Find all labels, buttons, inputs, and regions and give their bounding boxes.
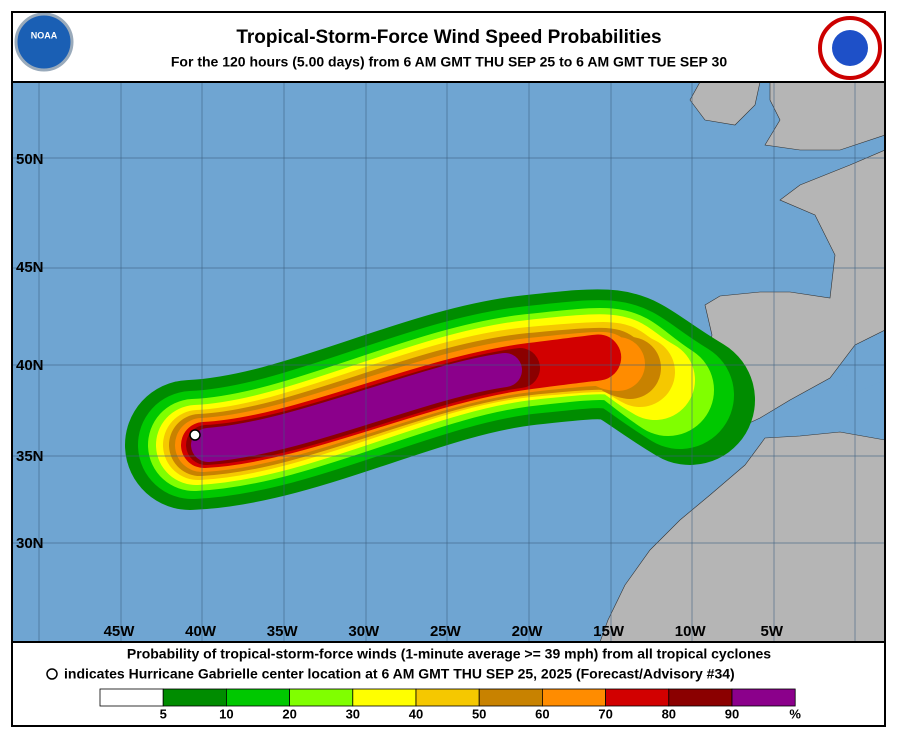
legend-tick-label: 50 [472, 706, 486, 721]
map: 50N 45N 40N 35N 30N 45W 40W 35W 30W 25W 20W 15… [12, 82, 885, 642]
title: Tropical-Storm-Force Wind Speed Probabil… [236, 27, 661, 48]
lon-label: 10W [675, 623, 707, 640]
legend-tick-label: 90 [725, 706, 739, 721]
legend-tick-label: 60 [535, 706, 549, 721]
lon-label: 15W [593, 623, 625, 640]
legend-swatch [542, 688, 607, 707]
legend-swatch [162, 688, 227, 707]
lon-label: 25W [430, 623, 462, 640]
legend-swatch [99, 688, 164, 707]
legend-tick-label: 5 [160, 706, 167, 721]
storm-center [189, 429, 201, 441]
mediterranean [840, 340, 885, 395]
legend-swatch [225, 688, 290, 707]
legend-tick-label: 20 [282, 706, 296, 721]
legend-swatch [731, 688, 796, 707]
lat-label: 50N [16, 151, 44, 168]
subtitle: For the 120 hours (5.00 days) from 6 AM … [171, 54, 727, 70]
lon-label: 35W [267, 623, 299, 640]
noaa-logo-text: NOAA [31, 30, 58, 40]
footer-line: Probability of tropical-storm-force wind… [127, 646, 771, 662]
center-symbol [46, 668, 58, 680]
africa-land [599, 431, 885, 642]
legend-swatch [352, 688, 417, 707]
lon-label: 5W [761, 623, 784, 640]
lat-label: 45N [16, 259, 44, 276]
ireland [689, 82, 761, 126]
lon-label: 30W [348, 623, 380, 640]
great-britain [764, 82, 885, 151]
lon-labels: 45W 40W 35W 30W 25W 20W 15W 10W 5W [104, 623, 784, 640]
legend-swatch [605, 688, 670, 707]
lat-label: 40N [16, 357, 44, 374]
legend-swatch [668, 688, 733, 707]
lon-label: 40W [185, 623, 217, 640]
legend-tick-label: 70 [598, 706, 612, 721]
lon-label: 45W [104, 623, 136, 640]
graticule [12, 82, 885, 642]
lon-label: 20W [512, 623, 544, 640]
legend-tick-label: 40 [409, 706, 423, 721]
frame [11, 11, 886, 727]
lat-label: 35N [16, 448, 44, 465]
legend-tick-label: 30 [346, 706, 360, 721]
legend-tick-label: 10 [219, 706, 233, 721]
legend: 5 10 20 30 40 50 60 70 80 90% [99, 688, 801, 721]
footer-line: indicates Hurricane Gabrielle center loc… [64, 666, 735, 682]
lat-label: 30N [16, 535, 44, 552]
europe-land [704, 149, 885, 426]
nws-logo-inner [832, 30, 868, 66]
legend-tick-label: 80 [662, 706, 676, 721]
legend-swatch [478, 688, 543, 707]
legend-swatch [289, 688, 354, 707]
legend-unit: % [789, 706, 801, 721]
legend-swatch [415, 688, 480, 707]
swath-90 [191, 353, 522, 462]
noaa-logo [14, 12, 74, 72]
